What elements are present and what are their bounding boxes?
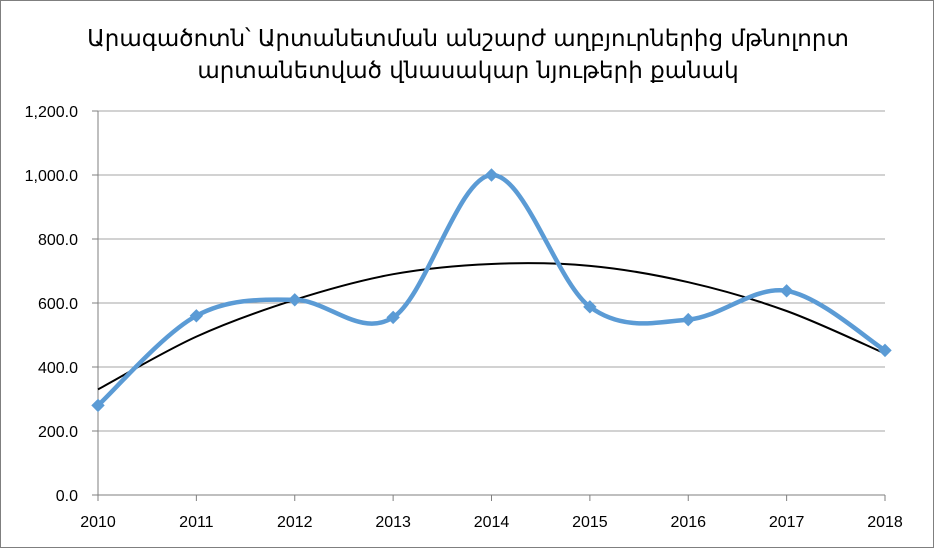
y-tick-label: 400.0: [38, 360, 78, 377]
x-tick-label: 2016: [670, 514, 706, 531]
x-tick-label: 2013: [375, 514, 411, 531]
x-tick-label: 2014: [474, 514, 510, 531]
chart-title-line-2: արտանետված վնասակար նյութերի քանակ: [197, 58, 739, 84]
data-point-2013: [386, 310, 400, 325]
gridlines: [98, 110, 885, 432]
data-point-2018: [878, 343, 892, 358]
x-tick-label: 2018: [867, 514, 903, 531]
x-tick-label: 2010: [80, 514, 116, 531]
y-tick-label: 1,000.0: [25, 168, 78, 185]
y-tick-label: 200.0: [38, 424, 78, 441]
data-point-2012: [288, 293, 302, 307]
trendline: [97, 262, 886, 391]
x-tick-label: 2011: [179, 514, 214, 531]
chart-title: Արագածոտն՝ Արտանետման անշարժ աղբյուրների…: [41, 23, 895, 87]
y-tick-label: 800.0: [38, 232, 78, 249]
data-point-2015: [583, 300, 597, 314]
trendline-layer: [97, 262, 886, 391]
data-point-2017: [779, 284, 794, 298]
y-tick-label: 600.0: [38, 296, 78, 313]
y-axis-tick-labels: 0.0 200.0 400.0 600.0 800.0 1,000.0 1,200.0: [25, 104, 78, 505]
y-tick-label: 0.0: [56, 488, 78, 505]
markers-layer: [91, 168, 892, 413]
axes: [92, 110, 886, 501]
chart-title-line-1: Արագածոտն՝ Արտանետման անշարժ աղբյուրների…: [87, 26, 849, 52]
y-tick-label: 1,200.0: [25, 104, 78, 121]
x-tick-label: 2012: [277, 514, 313, 531]
x-tick-label: 2015: [572, 514, 608, 531]
data-point-2014: [484, 168, 499, 182]
data-point-2011: [189, 309, 204, 323]
data-point-2010: [91, 398, 105, 413]
data-point-2016: [681, 312, 695, 327]
x-tick-label: 2017: [769, 514, 805, 531]
series-layer: [95, 172, 888, 408]
series-line-0: [95, 172, 888, 408]
x-axis-tick-labels: 2010 2011 2012 2013 2014 2015 2016 2017 2018: [80, 514, 903, 531]
